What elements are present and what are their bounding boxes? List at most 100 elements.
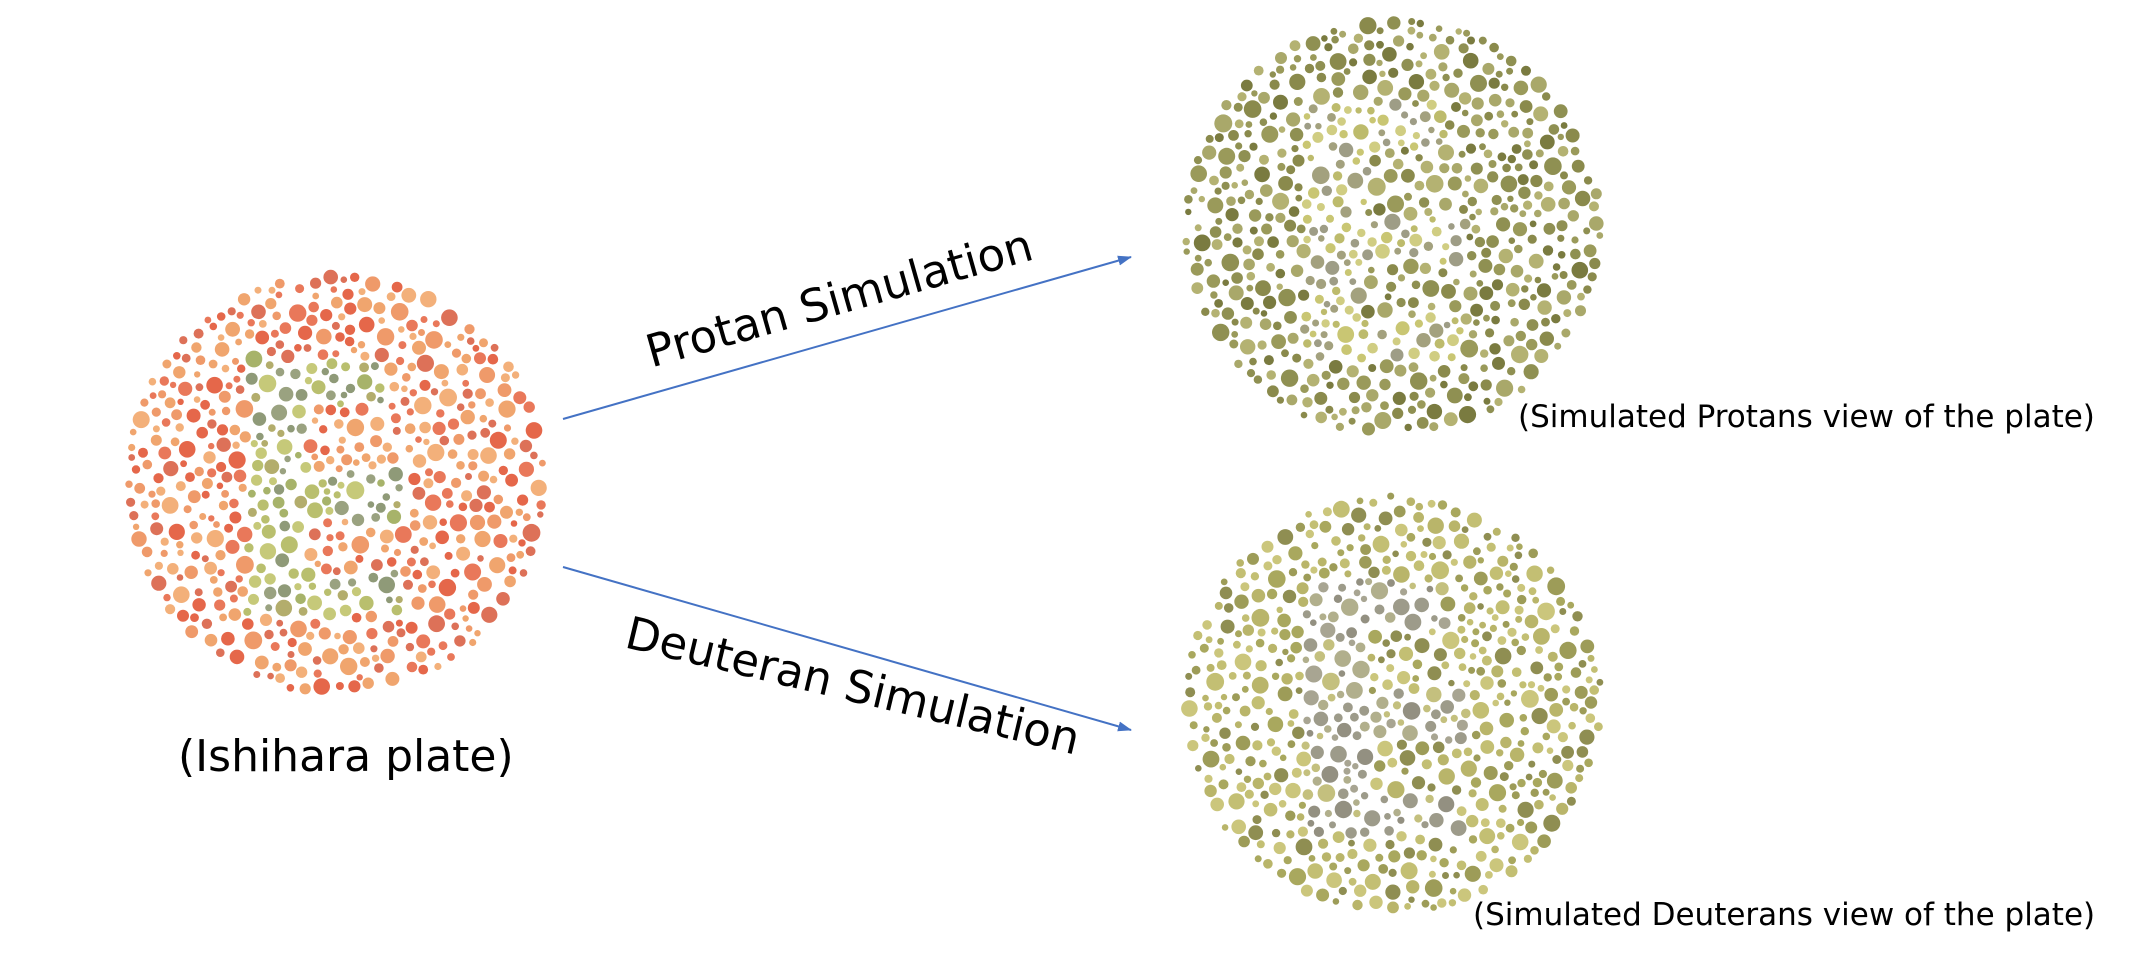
plate-dot <box>1528 587 1537 596</box>
plate-dot <box>1462 190 1469 198</box>
plate-dot <box>334 500 349 516</box>
plate-dot <box>244 543 254 553</box>
plate-dot <box>1321 319 1330 328</box>
plate-dot <box>201 490 210 499</box>
plate-dot <box>1348 839 1355 847</box>
plate-dot <box>1251 608 1270 627</box>
plate-dot <box>287 651 295 658</box>
plate-dot <box>1274 768 1289 783</box>
plate-dot <box>1528 253 1544 269</box>
plate-dot <box>1320 308 1328 316</box>
plate-dot <box>1519 714 1528 722</box>
plate-dot <box>377 479 385 487</box>
plate-dot <box>1329 53 1347 70</box>
plate-dot <box>358 288 366 296</box>
plate-dot <box>378 317 386 324</box>
plate-dot <box>1414 638 1430 654</box>
plate-dot <box>1480 364 1488 373</box>
plate-dot <box>1511 345 1529 364</box>
plate-dot <box>462 388 473 399</box>
plate-dot <box>1471 639 1480 648</box>
plate-dot <box>386 509 402 524</box>
plate-dot <box>1479 286 1494 300</box>
plate-dot <box>313 678 331 695</box>
plate-dot <box>170 437 180 447</box>
plate-dot <box>1302 397 1313 408</box>
plate-dot <box>412 486 426 500</box>
plate-dot <box>1510 204 1519 213</box>
plate-dot <box>261 440 269 447</box>
plate-dot <box>298 642 312 656</box>
plate-dot <box>1540 197 1556 212</box>
plate-dot <box>1350 238 1360 248</box>
plate-dot <box>1247 552 1259 565</box>
plate-dot <box>1580 639 1595 654</box>
plate-dot <box>1427 517 1444 534</box>
plate-dot <box>259 543 277 560</box>
plate-dot <box>1489 858 1504 873</box>
plate-dot <box>1463 680 1471 688</box>
plate-dot <box>498 465 508 476</box>
plate-dot <box>1205 636 1213 644</box>
plate-dot <box>1419 262 1431 274</box>
plate-dot <box>469 498 483 512</box>
plate-dot <box>1364 873 1381 890</box>
plate-dot <box>132 411 150 429</box>
plate-dot <box>1309 520 1319 530</box>
plate-dot <box>1393 808 1401 817</box>
plate-dot <box>1232 693 1240 702</box>
plate-dot <box>1461 635 1469 644</box>
plate-dot <box>1397 139 1405 147</box>
plate-dot <box>1338 886 1347 896</box>
plate-dot <box>1277 686 1293 702</box>
plate-dot <box>1251 588 1266 603</box>
plate-dot <box>1450 507 1461 518</box>
plate-dot <box>1392 391 1406 405</box>
plate-dot <box>1469 690 1480 701</box>
plate-dot <box>1392 337 1401 346</box>
plate-dot <box>1193 630 1203 641</box>
plate-dot <box>191 550 201 560</box>
plate-dot <box>311 453 319 461</box>
plate-dot <box>1315 411 1327 424</box>
plate-dot <box>264 459 280 474</box>
plate-dot <box>1521 65 1531 76</box>
plate-dot <box>1448 679 1455 687</box>
plate-dot <box>1201 307 1210 316</box>
plate-dot <box>1552 755 1562 764</box>
plate-dot <box>265 604 273 612</box>
plate-dot <box>1374 760 1386 772</box>
plate-dot <box>1414 814 1423 823</box>
plate-dot <box>402 373 411 382</box>
plate-dot <box>1307 819 1315 827</box>
plate-dot <box>216 437 231 452</box>
plate-dot <box>323 607 336 621</box>
plate-dot <box>1464 865 1481 882</box>
plate-dot <box>1528 760 1536 768</box>
plate-dot <box>1190 262 1204 276</box>
plate-dot <box>1481 247 1492 258</box>
plate-dot <box>204 561 218 575</box>
plate-dot <box>1490 207 1499 216</box>
plate-dot <box>1233 102 1243 112</box>
plate-dot <box>1242 671 1251 680</box>
plate-dot <box>382 620 395 633</box>
plate-dot <box>1275 250 1285 259</box>
plate-dot <box>1370 582 1389 600</box>
plate-dot <box>1438 768 1455 785</box>
plate-dot <box>1408 896 1415 903</box>
plate-dot <box>1332 171 1343 181</box>
plate-dot <box>1340 206 1352 218</box>
plate-dot <box>1566 796 1576 806</box>
plate-dot <box>1379 378 1391 391</box>
plate-dot <box>1367 342 1378 354</box>
plate-dot <box>1298 801 1306 809</box>
plate-dot <box>221 364 230 373</box>
plate-dot <box>1524 274 1533 283</box>
plate-dot <box>214 599 226 611</box>
plate-dot <box>1496 583 1504 591</box>
plate-dot <box>1534 191 1543 200</box>
plate-dot <box>1494 397 1503 407</box>
plate-dot <box>1254 855 1262 863</box>
plate-dot <box>477 577 492 592</box>
